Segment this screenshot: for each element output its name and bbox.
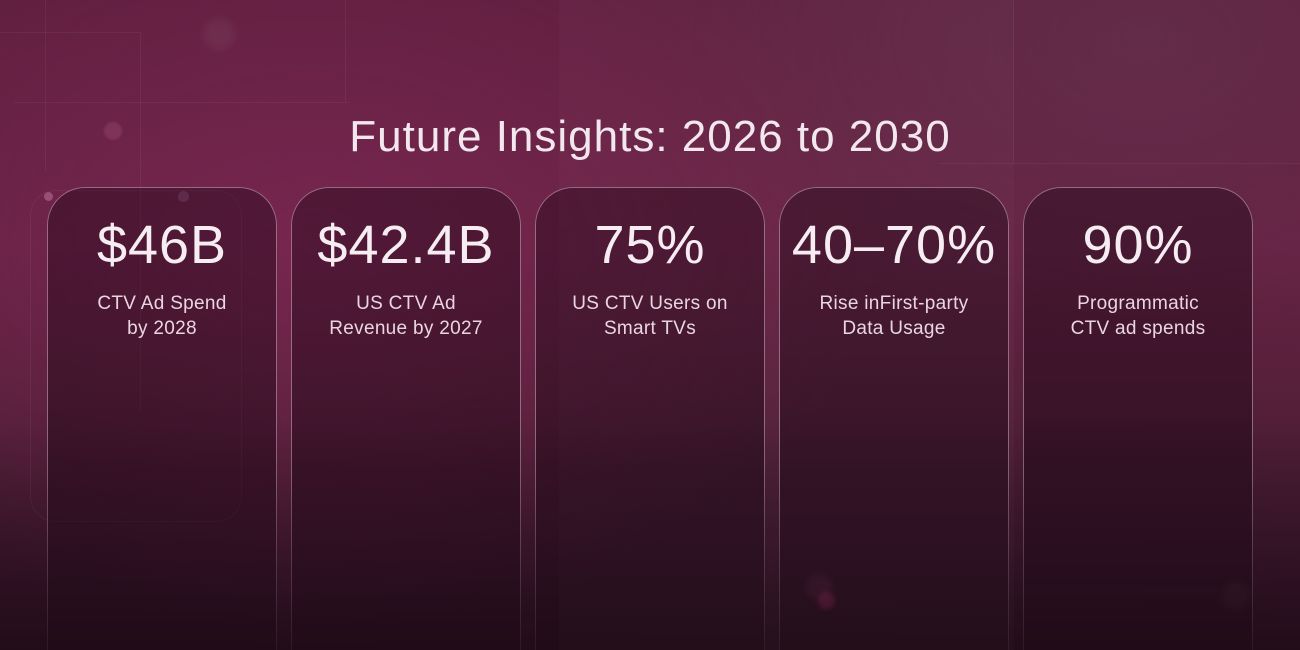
stat-label: CTV Ad Spend by 2028 <box>97 293 227 340</box>
stat-card-programmatic-spend: 90% Programmatic CTV ad spends <box>1023 187 1253 650</box>
stat-card-first-party-data: 40–70% Rise inFirst-party Data Usage <box>779 187 1009 650</box>
stat-value: 75% <box>594 215 706 275</box>
stat-card-us-ctv-revenue: $42.4B US CTV Ad Revenue by 2027 <box>291 187 521 650</box>
stat-label: Programmatic CTV ad spends <box>1070 293 1206 340</box>
bokeh-dot <box>203 18 235 50</box>
stat-value: 40–70% <box>791 215 997 275</box>
stat-cards-row: $46B CTV Ad Spend by 2028 $42.4B US CTV … <box>47 187 1253 650</box>
stat-label: US CTV Ad Revenue by 2027 <box>329 293 483 340</box>
stat-value: $46B <box>96 215 228 275</box>
stat-label: US CTV Users on Smart TVs <box>572 293 728 340</box>
grid-line <box>0 32 140 33</box>
stat-value: 90% <box>1082 215 1194 275</box>
stat-card-ctv-ad-spend: $46B CTV Ad Spend by 2028 <box>47 187 277 650</box>
stat-card-smart-tv-users: 75% US CTV Users on Smart TVs <box>535 187 765 650</box>
stat-value: $42.4B <box>317 215 495 275</box>
grid-line <box>345 0 346 102</box>
page-title: Future Insights: 2026 to 2030 <box>349 112 951 162</box>
grid-line <box>14 102 350 103</box>
grid-line <box>940 163 1300 164</box>
stat-label: Rise inFirst-party Data Usage <box>819 293 969 340</box>
